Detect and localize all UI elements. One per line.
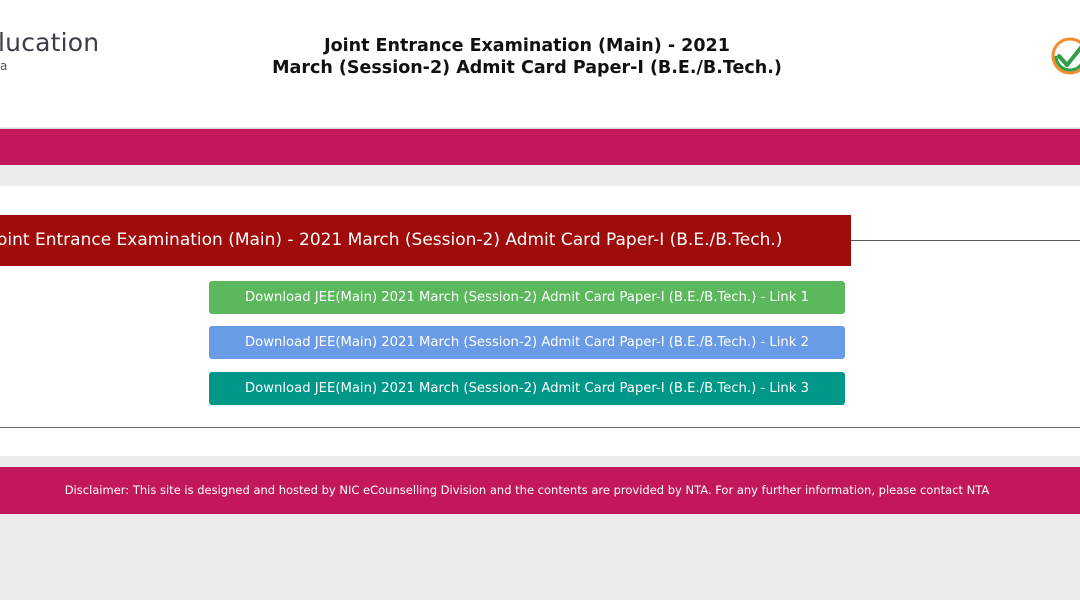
- download-admit-card-link-1-button[interactable]: Download JEE(Main) 2021 March (Session-2…: [209, 281, 845, 314]
- download-admit-card-link-3-button[interactable]: Download JEE(Main) 2021 March (Session-2…: [209, 372, 845, 405]
- footer-disclaimer: Disclaimer: This site is designed and ho…: [64, 483, 990, 497]
- site-footer: Disclaimer: This site is designed and ho…: [0, 467, 1080, 514]
- page-title-line-1: Joint Entrance Examination (Main) - 2021: [324, 36, 730, 56]
- heading-divider: [850, 240, 1080, 241]
- download-admit-card-link-2-button[interactable]: Download JEE(Main) 2021 March (Session-2…: [209, 326, 845, 359]
- top-navigation-bar: [0, 128, 1080, 165]
- section-heading: Joint Entrance Examination (Main) - 2021…: [0, 215, 851, 266]
- ministry-logo-text: lucation: [0, 28, 100, 57]
- ministry-logo-subtext: a: [0, 59, 8, 73]
- section-heading-text: Joint Entrance Examination (Main) - 2021…: [0, 230, 783, 250]
- azadi-emblem-icon: [1051, 37, 1080, 75]
- page-title-line-2: March (Session-2) Admit Card Paper-I (B.…: [272, 58, 782, 78]
- content-divider: [0, 427, 1080, 428]
- site-header: lucation a Joint Entrance Examination (M…: [0, 0, 1080, 127]
